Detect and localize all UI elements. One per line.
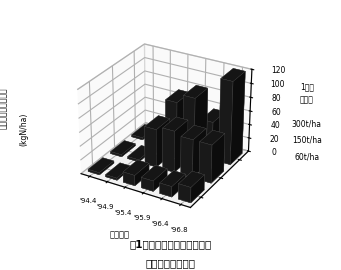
Text: (kgN/ha): (kgN/ha) xyxy=(19,113,28,146)
Text: 施用年月: 施用年月 xyxy=(109,230,129,239)
Text: 亜酸化窒素揮散量: 亜酸化窒素揮散量 xyxy=(146,258,195,268)
Text: 300t/ha: 300t/ha xyxy=(292,120,322,129)
Text: 施用量: 施用量 xyxy=(300,95,314,104)
Text: 150t/ha: 150t/ha xyxy=(292,136,322,145)
Text: 図1　液状きゅう肥連用畑の: 図1 液状きゅう肥連用畑の xyxy=(129,239,212,249)
Text: 1回の: 1回の xyxy=(300,82,314,91)
Text: 60t/ha: 60t/ha xyxy=(294,152,320,161)
Text: 亜酸化窒素　揮散量: 亜酸化窒素 揮散量 xyxy=(0,87,8,129)
